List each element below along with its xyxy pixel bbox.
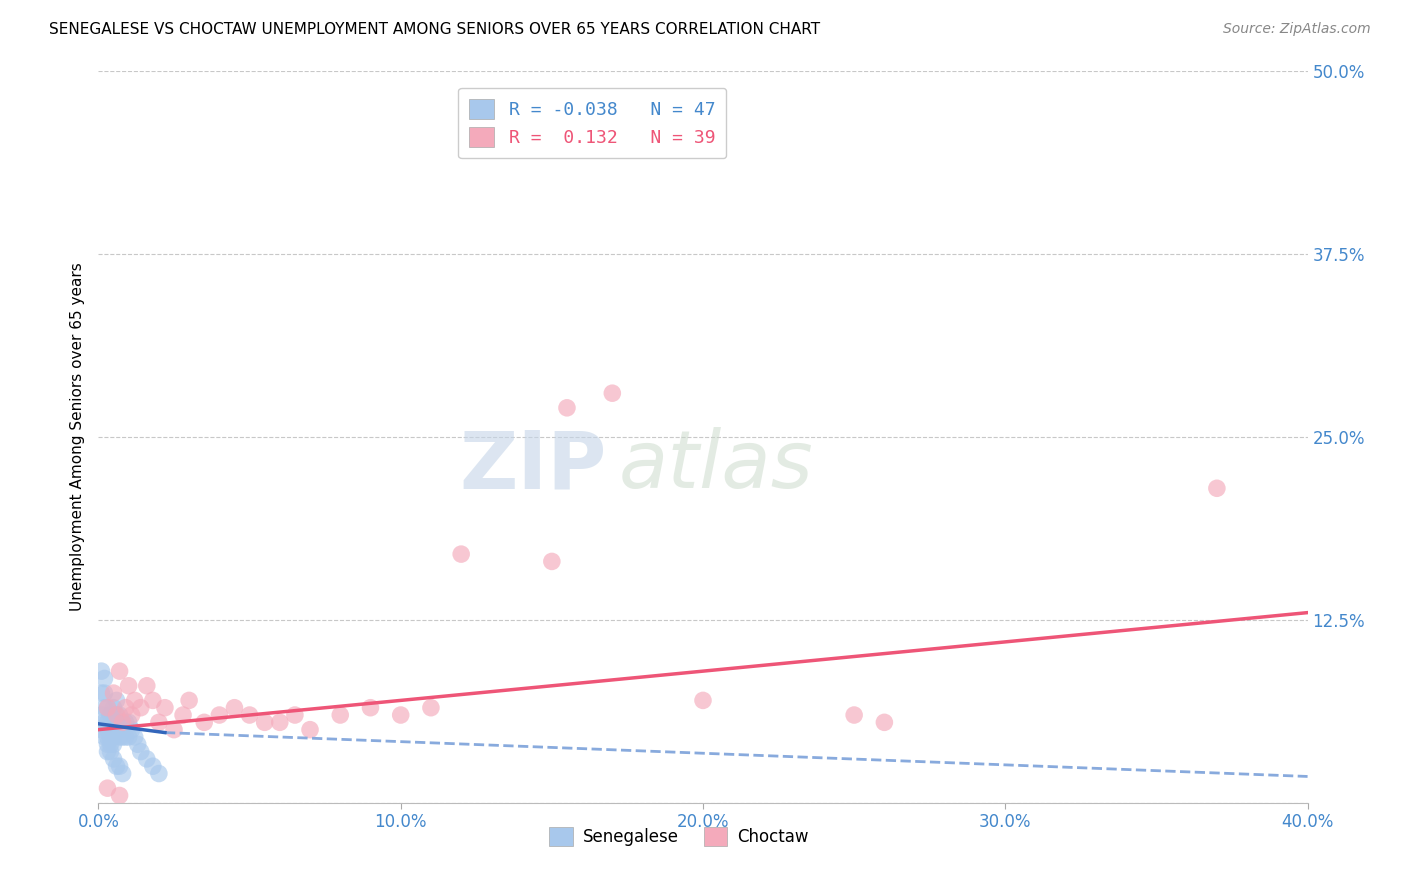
- Point: [118, 715, 141, 730]
- Point: [129, 700, 152, 714]
- Point: [105, 693, 128, 707]
- Text: Source: ZipAtlas.com: Source: ZipAtlas.com: [1223, 22, 1371, 37]
- Point: [108, 708, 131, 723]
- Point: [100, 708, 122, 723]
- Point: [329, 708, 352, 723]
- Point: [105, 708, 128, 723]
- Point: [93, 686, 115, 700]
- Point: [208, 708, 231, 723]
- Point: [121, 723, 143, 737]
- Point: [284, 708, 307, 723]
- Point: [108, 759, 131, 773]
- Point: [118, 730, 141, 744]
- Point: [100, 737, 122, 751]
- Point: [239, 708, 262, 723]
- Text: atlas: atlas: [619, 427, 813, 506]
- Point: [129, 745, 152, 759]
- Point: [844, 708, 866, 723]
- Point: [389, 708, 412, 723]
- Point: [692, 693, 714, 707]
- Point: [96, 737, 118, 751]
- Point: [93, 715, 115, 730]
- Point: [148, 766, 170, 780]
- Point: [540, 554, 562, 568]
- Point: [420, 700, 443, 714]
- Point: [103, 686, 125, 700]
- Point: [100, 730, 122, 744]
- Point: [96, 723, 118, 737]
- Point: [111, 730, 134, 744]
- Y-axis label: Unemployment Among Seniors over 65 years: Unemployment Among Seniors over 65 years: [69, 263, 84, 611]
- Point: [96, 715, 118, 730]
- Point: [224, 700, 246, 714]
- Legend: Senegalese, Choctaw: Senegalese, Choctaw: [543, 821, 815, 853]
- Point: [163, 723, 186, 737]
- Point: [108, 723, 131, 737]
- Point: [135, 679, 157, 693]
- Point: [111, 715, 134, 730]
- Point: [142, 759, 165, 773]
- Point: [103, 730, 125, 744]
- Point: [148, 715, 170, 730]
- Text: SENEGALESE VS CHOCTAW UNEMPLOYMENT AMONG SENIORS OVER 65 YEARS CORRELATION CHART: SENEGALESE VS CHOCTAW UNEMPLOYMENT AMONG…: [49, 22, 820, 37]
- Point: [96, 730, 118, 744]
- Point: [602, 386, 624, 401]
- Point: [269, 715, 291, 730]
- Point: [111, 715, 134, 730]
- Point: [90, 708, 112, 723]
- Point: [1206, 481, 1229, 495]
- Point: [96, 700, 118, 714]
- Point: [172, 708, 194, 723]
- Point: [100, 723, 122, 737]
- Point: [105, 708, 128, 723]
- Point: [360, 700, 382, 714]
- Point: [100, 745, 122, 759]
- Point: [108, 789, 131, 803]
- Point: [299, 723, 322, 737]
- Point: [253, 715, 276, 730]
- Point: [90, 723, 112, 737]
- Point: [90, 664, 112, 678]
- Point: [124, 730, 146, 744]
- Point: [127, 737, 149, 751]
- Point: [153, 700, 176, 714]
- Point: [193, 715, 215, 730]
- Point: [114, 730, 136, 744]
- Point: [96, 781, 118, 796]
- Point: [105, 759, 128, 773]
- Point: [105, 723, 128, 737]
- Point: [103, 700, 125, 714]
- Point: [142, 693, 165, 707]
- Point: [135, 752, 157, 766]
- Point: [179, 693, 201, 707]
- Point: [96, 745, 118, 759]
- Point: [93, 730, 115, 744]
- Point: [555, 401, 578, 415]
- Point: [111, 766, 134, 780]
- Point: [873, 715, 896, 730]
- Point: [103, 737, 125, 751]
- Point: [103, 752, 125, 766]
- Point: [108, 664, 131, 678]
- Point: [121, 708, 143, 723]
- Point: [118, 679, 141, 693]
- Point: [90, 686, 112, 700]
- Point: [93, 672, 115, 686]
- Point: [450, 547, 472, 561]
- Text: ZIP: ZIP: [458, 427, 606, 506]
- Point: [124, 693, 146, 707]
- Point: [96, 700, 118, 714]
- Point: [108, 730, 131, 744]
- Point: [114, 715, 136, 730]
- Point: [114, 700, 136, 714]
- Point: [103, 715, 125, 730]
- Point: [93, 700, 115, 714]
